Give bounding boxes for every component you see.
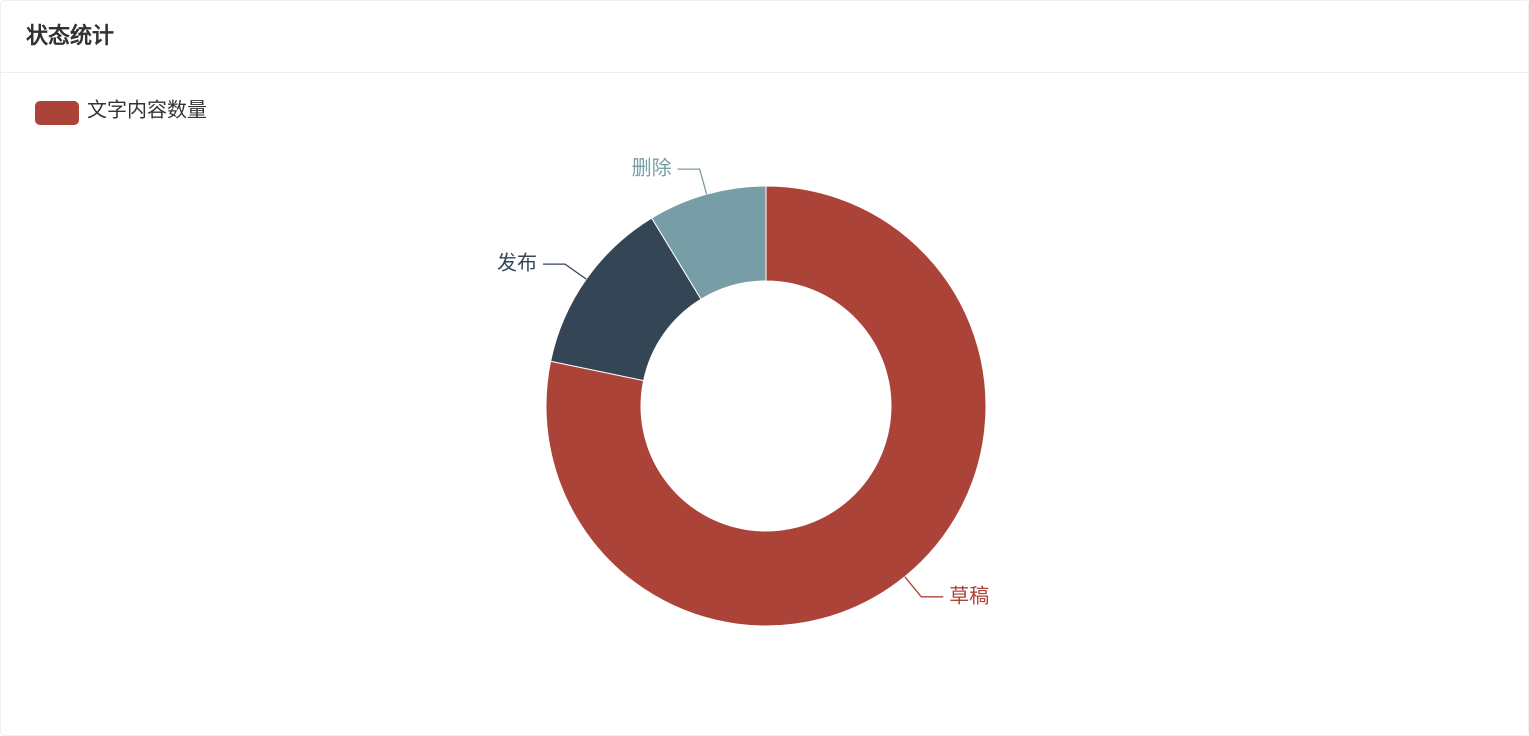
legend-label[interactable]: 文字内容数量 bbox=[87, 98, 207, 122]
card-title: 状态统计 bbox=[26, 24, 115, 49]
chart: 文字内容数量 草稿 发布 删除 bbox=[35, 98, 989, 627]
slice-label: 草稿 bbox=[949, 583, 989, 607]
label-line bbox=[543, 263, 587, 280]
slice-label: 发布 bbox=[497, 251, 537, 275]
legend-swatch[interactable] bbox=[35, 101, 79, 125]
card-header: 状态统计 bbox=[1, 1, 1528, 73]
pie-slice bbox=[651, 185, 767, 300]
label-line bbox=[904, 576, 944, 598]
label-line bbox=[677, 168, 708, 195]
pie-slice bbox=[545, 185, 987, 627]
slice-label: 删除 bbox=[632, 156, 672, 180]
